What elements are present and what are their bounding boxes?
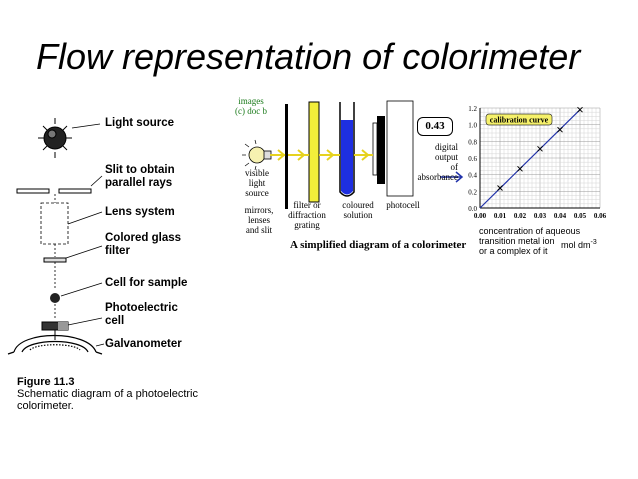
slit-bar bbox=[285, 104, 288, 209]
label-sample-cell: Cell for sample bbox=[105, 277, 188, 289]
sample-cell-icon bbox=[50, 293, 60, 303]
photoelectric-colorimeter-schematic bbox=[7, 118, 105, 355]
light-bulb-icon bbox=[242, 139, 272, 171]
filter-bar bbox=[308, 101, 320, 203]
data-point bbox=[537, 145, 543, 152]
galvanometer-icon bbox=[7, 330, 103, 355]
label-mirrors-lenses: mirrors, lenses and slit bbox=[244, 205, 274, 235]
lens-system-icon bbox=[40, 202, 69, 245]
x-axis-label: concentration of aqueous transition meta… bbox=[479, 226, 581, 256]
y-tick-label: 0.6 bbox=[468, 155, 477, 163]
cuvette-icon bbox=[339, 102, 355, 197]
y-tick-label: 0.8 bbox=[468, 138, 477, 146]
label-visible-light: visible light source bbox=[245, 168, 269, 198]
x-axis-unit-text: mol dm bbox=[561, 240, 591, 250]
data-point bbox=[517, 165, 523, 172]
label-lens-system: Lens system bbox=[105, 206, 175, 218]
x-tick-label: 0.02 bbox=[514, 212, 527, 220]
x-tick-label: 0.03 bbox=[534, 212, 547, 220]
label-galvanometer: Galvanometer bbox=[105, 338, 182, 350]
label-slit: Slit to obtain parallel rays bbox=[105, 164, 175, 189]
y-tick-label: 0.4 bbox=[468, 172, 477, 180]
label-coloured-solution: coloured solution bbox=[342, 200, 374, 220]
glass-filter-icon bbox=[43, 257, 67, 263]
chart-title-box bbox=[485, 113, 553, 126]
label-light-source: Light source bbox=[105, 117, 175, 129]
figure-caption: Figure 11.3 Schematic diagram of a photo… bbox=[17, 376, 198, 412]
slit-icon bbox=[16, 188, 92, 194]
x-axis-unit-exponent: -3 bbox=[590, 239, 597, 246]
y-tick-label: 1.2 bbox=[468, 105, 477, 113]
chart-title: calibration curve bbox=[490, 116, 549, 125]
x-tick-label: 0.00 bbox=[474, 212, 487, 220]
image-credit: images (c) doc b bbox=[235, 96, 267, 116]
light-source-icon bbox=[38, 118, 72, 158]
figure-number: Figure 11.3 bbox=[17, 376, 75, 388]
x-axis-unit: mol dm-3 bbox=[561, 238, 597, 250]
label-digital-output: digital output of absorbance bbox=[417, 142, 458, 182]
calibration-chart: 0.0 0.2 0.4 0.6 0.8 1.0 1.2 0.00 0.01 0.02 0.03 0.0… bbox=[468, 105, 607, 220]
label-photoelectric-cell: Photoelectric cell bbox=[105, 302, 178, 327]
colorimeter-caption: A simplified diagram of a colorimeter bbox=[290, 239, 467, 251]
x-tick-label: 0.06 bbox=[594, 212, 607, 220]
data-point bbox=[557, 126, 563, 133]
label-photocell: photocell bbox=[386, 200, 420, 210]
label-colored-filter: Colored glass filter bbox=[105, 232, 182, 257]
calibration-line bbox=[479, 109, 581, 209]
photocell-block bbox=[377, 116, 385, 184]
y-tick-label: 0.0 bbox=[468, 205, 477, 213]
x-tick-label: 0.01 bbox=[494, 212, 507, 220]
x-tick-label: 0.05 bbox=[574, 212, 587, 220]
y-tick-label: 0.2 bbox=[468, 188, 477, 196]
page-title: Flow representation of colorimeter bbox=[36, 36, 581, 77]
arrow-to-chart bbox=[440, 171, 464, 183]
absorbance-readout: 0.43 bbox=[417, 117, 453, 136]
photoelectric-cell-icon bbox=[41, 321, 69, 331]
figure-caption-text: Schematic diagram of a photoelectric col… bbox=[17, 388, 198, 412]
x-tick-label: 0.04 bbox=[554, 212, 567, 220]
data-point bbox=[577, 106, 583, 113]
y-tick-label: 1.0 bbox=[468, 122, 477, 130]
data-point bbox=[497, 185, 503, 191]
label-filter-grating: filter or diffraction grating bbox=[288, 200, 326, 230]
colorimeter-apparatus bbox=[242, 100, 464, 209]
